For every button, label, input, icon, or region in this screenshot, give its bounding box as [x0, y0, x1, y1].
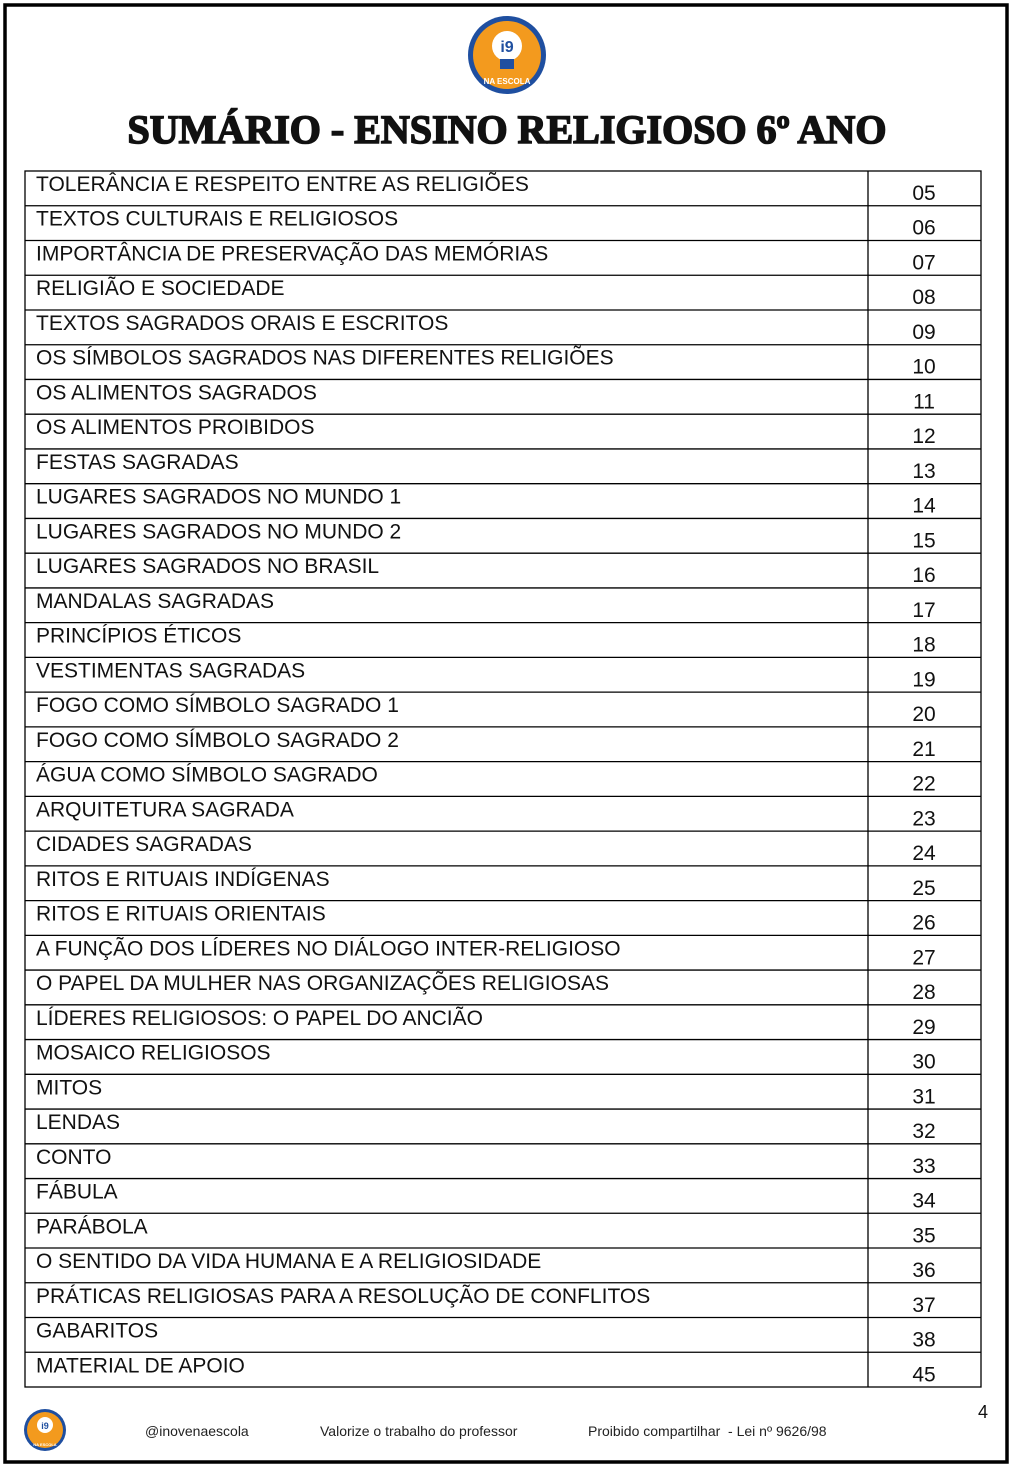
- row-page: 32: [912, 1120, 935, 1143]
- row-title: LENDAS: [36, 1111, 120, 1134]
- row-page: 11: [913, 390, 935, 413]
- row-page: 34: [912, 1190, 936, 1213]
- row-title: OS ALIMENTOS SAGRADOS: [36, 381, 317, 404]
- row-title: O SENTIDO DA VIDA HUMANA E A RELIGIOSIDA…: [36, 1250, 541, 1273]
- row-page: 45: [912, 1363, 935, 1386]
- row-title: MANDALAS SAGRADAS: [36, 590, 274, 613]
- row-page: 15: [912, 529, 935, 552]
- logo-mark: i9: [500, 39, 513, 56]
- row-page: 09: [912, 321, 935, 344]
- row-page: 30: [912, 1051, 935, 1074]
- row-page: 10: [912, 356, 935, 379]
- row-title: FOGO COMO SÍMBOLO SAGRADO 2: [36, 729, 399, 752]
- logo-caption: NA ESCOLA: [33, 1442, 57, 1447]
- row-title: O PAPEL DA MULHER NAS ORGANIZAÇÕES RELIG…: [36, 971, 609, 995]
- logo-caption: NA ESCOLA: [484, 77, 531, 86]
- footer-notice: Proibido compartilhar - Lei nº 9626/98: [588, 1423, 827, 1439]
- row-title: VESTIMENTAS SAGRADAS: [36, 659, 305, 682]
- row-page: 22: [912, 773, 935, 796]
- row-page: 16: [912, 564, 935, 587]
- row-page: 24: [912, 842, 936, 865]
- row-page: 37: [912, 1294, 935, 1317]
- row-page: 33: [912, 1155, 935, 1178]
- row-page: 31: [912, 1085, 935, 1108]
- footer-logo: i9 NA ESCOLA: [24, 1409, 66, 1451]
- row-title: MOSAICO RELIGIOSOS: [36, 1042, 271, 1065]
- row-title: LÍDERES RELIGIOSOS: O PAPEL DO ANCIÃO: [36, 1006, 483, 1030]
- row-title: GABARITOS: [36, 1320, 158, 1343]
- page-number: 4: [978, 1402, 988, 1422]
- row-page: 29: [912, 1016, 935, 1039]
- row-title: PRINCÍPIOS ÉTICOS: [36, 625, 241, 648]
- row-title: TEXTOS CULTURAIS E RELIGIOSOS: [36, 208, 398, 231]
- logo-mark: i9: [41, 1421, 49, 1431]
- row-title: LUGARES SAGRADOS NO BRASIL: [36, 555, 379, 578]
- page-border: [3, 3, 1009, 1464]
- row-title: CIDADES SAGRADAS: [36, 833, 252, 856]
- row-title: LUGARES SAGRADOS NO MUNDO 2: [36, 520, 401, 543]
- logo-bulb: [37, 1417, 53, 1433]
- table-border: [24, 170, 982, 1388]
- table: TOLERÂNCIA E RESPEITO ENTRE AS RELIGIÕES…: [24, 170, 982, 1388]
- row-page: 07: [912, 251, 935, 274]
- row-page: 14: [912, 495, 936, 518]
- row-title: TEXTOS SAGRADOS ORAIS E ESCRITOS: [36, 312, 448, 335]
- row-page: 08: [912, 286, 935, 309]
- row-page: 27: [912, 946, 935, 969]
- row-page: 05: [912, 182, 935, 205]
- row-title: ÁGUA COMO SÍMBOLO SAGRADO: [36, 764, 378, 787]
- row-page: 18: [912, 634, 935, 657]
- row-title: RELIGIÃO E SOCIEDADE: [36, 276, 285, 300]
- row-title: CONTO: [36, 1146, 111, 1169]
- row-title: ARQUITETURA SAGRADA: [36, 798, 294, 821]
- row-title: LUGARES SAGRADOS NO MUNDO 1: [36, 486, 401, 509]
- row-title: OS ALIMENTOS PROIBIDOS: [36, 416, 315, 439]
- row-page: 17: [912, 599, 935, 622]
- row-page: 13: [912, 460, 935, 483]
- row-page: 21: [912, 738, 935, 761]
- logo-bulb-base: [500, 59, 514, 69]
- row-title: FESTAS SAGRADAS: [36, 451, 239, 474]
- row-title: PARÁBOLA: [36, 1215, 148, 1238]
- row-title: MITOS: [36, 1076, 102, 1099]
- row-page: 20: [912, 703, 935, 726]
- row-title: RITOS E RITUAIS ORIENTAIS: [36, 903, 326, 926]
- logo-bulb: [492, 31, 522, 61]
- row-title: PRÁTICAS RELIGIOSAS PARA A RESOLUÇÃO DE …: [36, 1284, 650, 1308]
- row-title: TOLERÂNCIA E RESPEITO ENTRE AS RELIGIÕES: [36, 172, 529, 196]
- row-page: 35: [912, 1224, 935, 1247]
- row-title: IMPORTÂNCIA DE PRESERVAÇÃO DAS MEMÓRIAS: [36, 241, 548, 265]
- row-page: 28: [912, 981, 935, 1004]
- row-title: FÁBULA: [36, 1181, 118, 1204]
- title: SUMÁRIO - ENSINO RELIGIOSO 6º ANO: [128, 107, 887, 152]
- logo: i9 NA ESCOLA: [468, 16, 546, 94]
- row-title: FOGO COMO SÍMBOLO SAGRADO 1: [36, 694, 399, 717]
- row-page: 19: [912, 668, 935, 691]
- row-page: 25: [912, 877, 935, 900]
- footer-note: Valorize o trabalho do professor: [320, 1423, 518, 1439]
- row-page: 12: [912, 425, 935, 448]
- row-title: A FUNÇÃO DOS LÍDERES NO DIÁLOGO INTER-RE…: [36, 936, 621, 960]
- row-title: RITOS E RITUAIS INDÍGENAS: [36, 868, 330, 891]
- row-page: 26: [912, 912, 935, 935]
- row-title: OS SÍMBOLOS SAGRADOS NAS DIFERENTES RELI…: [36, 346, 614, 370]
- row-page: 38: [912, 1329, 935, 1352]
- row-page: 06: [912, 217, 935, 240]
- row-title: MATERIAL DE APOIO: [36, 1354, 245, 1377]
- footer-handle: @inovenaescola: [145, 1423, 249, 1439]
- row-page: 23: [912, 807, 935, 830]
- row-page: 36: [912, 1259, 935, 1282]
